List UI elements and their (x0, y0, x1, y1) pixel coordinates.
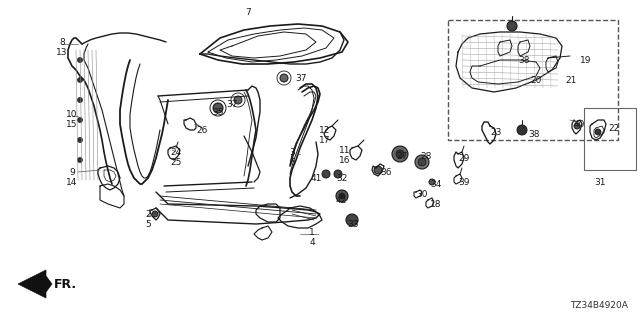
Circle shape (77, 77, 83, 83)
Text: 17: 17 (319, 136, 330, 145)
Circle shape (346, 214, 358, 226)
Circle shape (418, 158, 426, 166)
Circle shape (77, 138, 83, 142)
Circle shape (77, 117, 83, 123)
Text: 35: 35 (212, 108, 223, 117)
Text: 28: 28 (420, 152, 431, 161)
Text: 33: 33 (347, 220, 358, 229)
Text: 3: 3 (289, 148, 295, 157)
Text: 31: 31 (594, 178, 605, 187)
Text: 2: 2 (145, 210, 151, 219)
Text: 4: 4 (309, 238, 315, 247)
Text: 32: 32 (336, 174, 348, 183)
Circle shape (574, 123, 580, 129)
Text: FR.: FR. (54, 277, 77, 291)
Text: 38: 38 (518, 56, 529, 65)
Circle shape (322, 170, 330, 178)
Text: 7: 7 (245, 8, 251, 17)
Text: 9: 9 (69, 168, 75, 177)
Text: 25: 25 (170, 158, 182, 167)
Circle shape (234, 96, 242, 104)
Circle shape (517, 125, 527, 135)
Text: 38: 38 (528, 130, 540, 139)
Bar (584, 108, 636, 170)
Text: 34: 34 (430, 180, 442, 189)
Circle shape (374, 166, 382, 174)
Text: 26: 26 (196, 126, 207, 135)
Text: 37: 37 (227, 100, 238, 109)
Text: 6: 6 (289, 158, 295, 167)
Text: 15: 15 (67, 120, 77, 129)
Text: 29: 29 (458, 154, 469, 163)
Circle shape (77, 58, 83, 62)
Text: 41: 41 (310, 174, 322, 183)
Circle shape (336, 190, 348, 202)
Circle shape (415, 155, 429, 169)
Text: 5: 5 (145, 220, 151, 229)
Circle shape (396, 150, 404, 158)
Text: 21: 21 (565, 76, 577, 85)
Text: 1: 1 (309, 228, 315, 237)
Text: 42: 42 (336, 196, 348, 205)
Text: 18: 18 (430, 200, 442, 209)
Text: 22: 22 (608, 124, 620, 133)
Circle shape (152, 211, 158, 217)
Text: 12: 12 (319, 126, 330, 135)
Text: 20: 20 (530, 76, 541, 85)
Circle shape (77, 98, 83, 102)
Circle shape (77, 157, 83, 163)
Text: 24: 24 (170, 148, 182, 157)
Text: 13: 13 (56, 48, 68, 57)
Text: 10: 10 (67, 110, 77, 119)
Circle shape (595, 129, 601, 135)
Circle shape (339, 193, 345, 199)
Text: 8: 8 (59, 38, 65, 47)
Circle shape (507, 21, 517, 31)
Text: 14: 14 (67, 178, 77, 187)
Circle shape (213, 103, 223, 113)
Text: 37: 37 (295, 74, 307, 83)
Text: 23: 23 (490, 128, 501, 137)
Polygon shape (18, 270, 52, 298)
Text: TZ34B4920A: TZ34B4920A (570, 301, 628, 310)
Text: 30: 30 (416, 190, 428, 199)
Text: 36: 36 (380, 168, 392, 177)
Text: 27: 27 (396, 152, 408, 161)
Text: 39: 39 (458, 178, 470, 187)
Circle shape (280, 74, 288, 82)
Text: 19: 19 (580, 56, 591, 65)
Text: 11: 11 (339, 146, 350, 155)
Text: 16: 16 (339, 156, 350, 165)
Circle shape (334, 170, 342, 178)
Text: 40: 40 (574, 120, 586, 129)
Circle shape (429, 179, 435, 185)
Bar (448, 20, 618, 140)
Circle shape (392, 146, 408, 162)
